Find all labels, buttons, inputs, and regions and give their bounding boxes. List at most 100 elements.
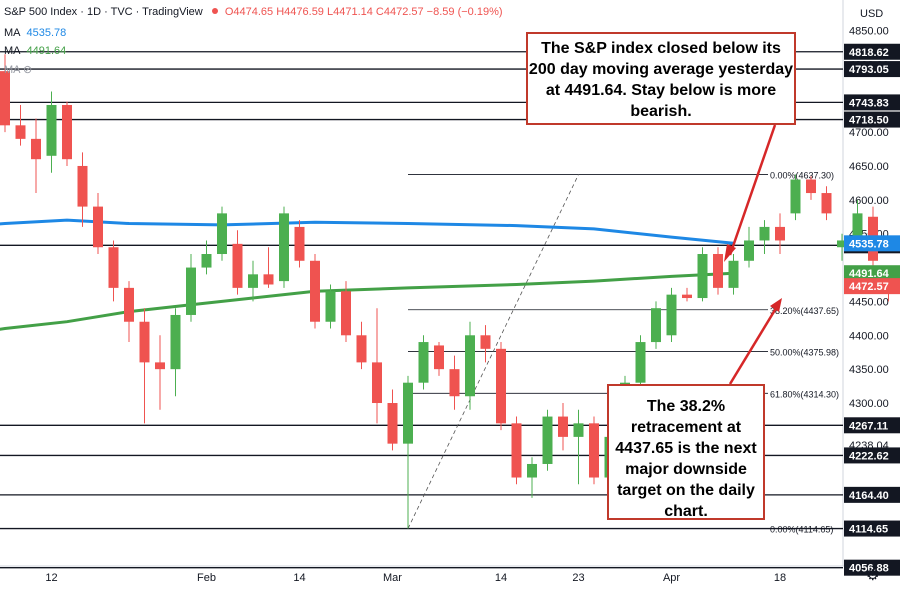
price-tag-label: 4472.57 — [849, 281, 889, 293]
candle-body — [573, 423, 584, 437]
candle-body — [635, 342, 646, 383]
y-tick-label: 4850.00 — [849, 26, 889, 38]
x-tick-label: Feb — [197, 572, 216, 584]
level-tag-label: 4056.88 — [849, 563, 889, 575]
level-tag-label: 4114.65 — [849, 524, 888, 536]
y-tick-label: 4650.00 — [849, 161, 889, 173]
candle-body — [155, 362, 165, 370]
candle-body — [697, 254, 708, 299]
candle-body — [496, 348, 506, 424]
fib-trend-line — [407, 174, 579, 529]
candle-body — [0, 71, 10, 126]
candle-body — [170, 314, 181, 370]
annotation-ma-note: The S&P index closed below its 200 day m… — [526, 32, 796, 125]
y-tick-label: 4350.00 — [849, 364, 889, 376]
level-tag — [844, 61, 900, 78]
y-tick-label: 4700.00 — [849, 127, 889, 139]
y-tick-label: 4300.00 — [849, 398, 889, 410]
candle-body — [263, 274, 274, 285]
candle-body — [15, 125, 26, 139]
candle-body — [837, 240, 847, 248]
currency-label[interactable]: USD — [860, 8, 884, 20]
candle-body — [232, 243, 243, 288]
level-tag-label: 4267.11 — [849, 420, 888, 432]
ma-legend-green[interactable]: MA 4491.64 — [4, 45, 66, 57]
x-tick-label: 18 — [774, 572, 786, 584]
level-tag — [844, 111, 900, 128]
price-tag — [844, 265, 900, 282]
candle-body — [387, 403, 398, 444]
level-tag-label: 4793.05 — [849, 64, 889, 76]
ma-blue-value: 4535.78 — [26, 27, 67, 39]
annotation-fib-note: The 38.2% retracement at 4437.65 is the … — [607, 384, 765, 520]
ma-legend-hidden[interactable]: MA ⊘ — [4, 63, 32, 76]
level-tag-label: 4222.62 — [849, 450, 889, 462]
symbol-label: S&P 500 Index · 1D · TVC · TradingView — [4, 6, 203, 18]
candle-body — [558, 416, 568, 437]
candle-body — [108, 247, 119, 288]
ma-blue-line — [0, 218, 734, 245]
candle-body — [294, 226, 305, 261]
candle-body — [325, 291, 336, 322]
candle-body — [356, 335, 367, 363]
x-tick-label: Apr — [663, 572, 680, 584]
y-tick-label: 4400.00 — [849, 330, 889, 342]
fib-label: 50.00%(4375.98) — [770, 348, 839, 358]
ma-hidden-label: MA — [4, 64, 20, 76]
x-tick-label: 23 — [572, 572, 584, 584]
x-tick-label: 14 — [293, 572, 305, 584]
level-tag-label: 4818.62 — [849, 47, 889, 59]
candle-body — [124, 287, 134, 322]
ma-green-line — [0, 271, 734, 331]
ma-blue-label: MA — [4, 27, 21, 39]
candle-body — [418, 342, 429, 383]
price-tag-label: 4491.64 — [849, 268, 890, 280]
candle-body — [186, 267, 196, 315]
candle-body — [403, 382, 413, 444]
level-tag — [844, 94, 900, 111]
fib-label: 61.80%(4314.30) — [770, 389, 839, 399]
candle-body — [682, 294, 692, 299]
candle-body — [480, 335, 491, 349]
y-tick-label: 4450.00 — [849, 296, 889, 308]
candle-body — [852, 213, 863, 241]
x-tick-label: Mar — [383, 572, 402, 584]
candle-body — [372, 362, 382, 404]
candle-body — [201, 254, 212, 268]
x-tick-label: 12 — [45, 572, 57, 584]
ma-green-value: 4491.64 — [26, 45, 67, 57]
level-tag — [844, 559, 900, 576]
level-tag-label: 4743.83 — [849, 97, 889, 109]
candle-body — [542, 416, 553, 464]
fib-label: 0.00%(4114.65) — [770, 525, 833, 535]
candle-body — [713, 254, 723, 288]
candle-body — [775, 226, 785, 241]
price-tag — [844, 235, 900, 252]
eye-off-icon[interactable]: ⊘ — [22, 64, 33, 76]
candle-body — [465, 335, 475, 397]
candle-body — [341, 291, 351, 336]
candle-body — [666, 294, 677, 336]
status-dot — [211, 8, 218, 14]
candle-body — [790, 179, 801, 214]
candle-body — [527, 463, 537, 478]
level-tag — [844, 520, 900, 537]
candle-body — [139, 321, 150, 363]
candle-body — [248, 274, 258, 288]
arrow-fib-head — [770, 298, 782, 312]
arrow-ma-head — [724, 244, 736, 262]
price-tag — [844, 278, 900, 295]
candle-body — [589, 423, 599, 478]
candle-body — [744, 240, 754, 261]
ma-legend-blue[interactable]: MA 4535.78 — [4, 27, 66, 39]
level-tag — [844, 447, 900, 464]
arrow-fib-shaft — [728, 304, 780, 385]
chart-header: S&P 500 Index · 1D · TVC · TradingView O… — [4, 6, 503, 18]
candle-body — [46, 105, 57, 156]
price-tag-label: 4535.78 — [849, 238, 889, 250]
gear-icon[interactable]: ⚙ — [866, 567, 880, 584]
y-tick-label: 4600.00 — [849, 195, 889, 207]
ma-green-label: MA — [4, 45, 21, 57]
candle-body — [651, 308, 661, 343]
candle-body — [217, 213, 227, 255]
